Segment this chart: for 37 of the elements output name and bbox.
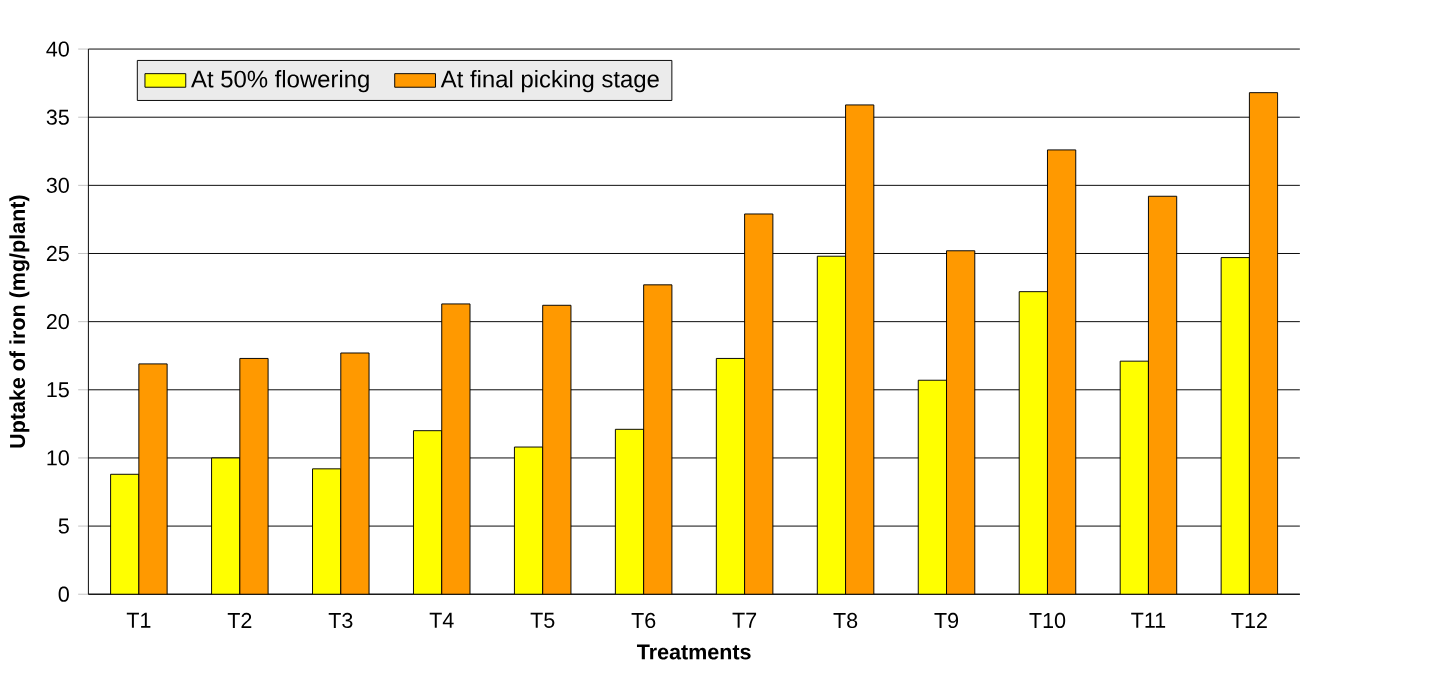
y-tick-label: 35 — [46, 109, 69, 125]
x-tick-label: T10 — [1029, 612, 1066, 629]
x-tick-label: T11 — [1131, 612, 1166, 628]
legend-label: At 50% flowering — [191, 70, 369, 93]
bar — [1119, 360, 1149, 595]
bar — [110, 473, 140, 595]
x-tick-label: T1 — [126, 612, 151, 628]
y-axis-title: Uptake of iron (mg/plant) — [9, 195, 30, 448]
x-tick-label: T9 — [934, 612, 959, 629]
bar — [312, 468, 342, 595]
x-tick-label: T8 — [833, 612, 858, 629]
bar — [1220, 257, 1250, 595]
x-axis-title: Treatments — [636, 644, 751, 660]
bar — [412, 430, 443, 595]
bar — [816, 255, 847, 595]
x-tick-label: T4 — [429, 612, 454, 628]
y-tick-label: 10 — [47, 450, 69, 466]
bar — [614, 428, 645, 595]
bar — [917, 379, 947, 595]
y-tick-label: 15 — [47, 382, 69, 398]
bar — [211, 457, 241, 595]
bar — [715, 358, 746, 595]
y-tick-label: 5 — [58, 518, 69, 534]
y-tick-label: 40 — [46, 41, 69, 57]
x-tick-label: T7 — [732, 612, 757, 628]
y-tick-label: 30 — [46, 177, 69, 194]
y-tick-label: 25 — [46, 245, 69, 262]
x-tick-label: T3 — [328, 612, 353, 629]
bar — [1018, 291, 1048, 595]
y-tick-label: 20 — [46, 314, 69, 330]
x-tick-label: T6 — [631, 612, 656, 629]
y-tick-label: 0 — [58, 586, 69, 602]
bar — [513, 446, 544, 595]
x-tick-label: T5 — [530, 612, 555, 628]
x-tick-label: T12 — [1231, 612, 1267, 628]
x-tick-label: T2 — [227, 612, 252, 628]
legend-label: At final picking stage — [440, 70, 659, 93]
